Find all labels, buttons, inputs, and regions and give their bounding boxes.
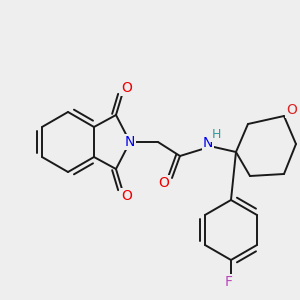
Text: N: N (203, 136, 213, 150)
Text: O: O (122, 189, 132, 203)
Text: O: O (158, 176, 169, 190)
Text: O: O (286, 103, 297, 117)
Text: O: O (122, 81, 132, 95)
Text: F: F (225, 275, 233, 289)
Text: N: N (125, 135, 135, 149)
Text: H: H (211, 128, 221, 140)
